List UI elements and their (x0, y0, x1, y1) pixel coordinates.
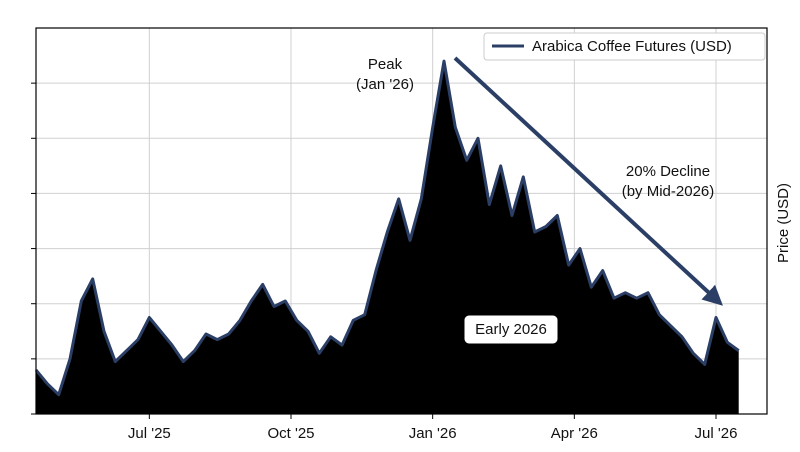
legend-box (483, 32, 766, 61)
area (36, 61, 739, 414)
legend: Arabica Coffee Futures (USD) (483, 32, 766, 61)
plot (34, 59, 740, 414)
annotation: (Jan '26) (356, 76, 414, 93)
x-tick-label: Jul '25 (128, 425, 171, 442)
annotation: Peak (368, 56, 403, 73)
x-tick-label: Apr '26 (551, 425, 598, 442)
decline-arrow (453, 56, 723, 306)
axes: Jul '25 Oct '25 Jan '26 Apr '26 Jul '26 (31, 82, 738, 442)
x-tick-label: Jul '26 (695, 425, 738, 442)
y-axis-label: Price (USD) (775, 183, 792, 263)
legend-label: Arabica Coffee Futures (USD) (532, 38, 732, 55)
annotation: Early 2026 (475, 321, 547, 338)
annotation: 20% Decline (626, 163, 710, 180)
x-tick-label: Jan '26 (409, 425, 457, 442)
plot-frame (35, 27, 768, 415)
x-tick-label: Oct '25 (267, 425, 314, 442)
annotation: (by Mid-2026) (622, 183, 715, 200)
line (34, 59, 740, 397)
annotation-box (463, 314, 559, 345)
